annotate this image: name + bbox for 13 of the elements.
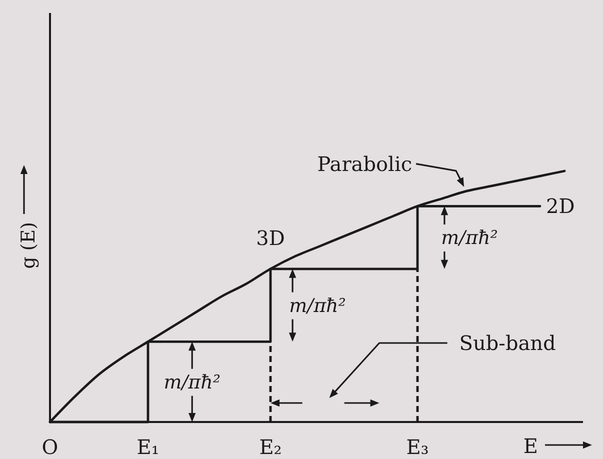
x-tick-label: E₁ (136, 435, 160, 459)
x-tick-label: E₃ (406, 435, 429, 459)
annotation: m/πħ² (289, 294, 346, 317)
annotation: Parabolic (317, 152, 412, 176)
x-axis-title: E (523, 434, 538, 458)
annotation: m/πħ² (441, 227, 498, 250)
annotation: m/πħ² (164, 371, 220, 394)
y-axis-title: g (E) (18, 222, 40, 269)
annotation: Sub-band (459, 331, 556, 355)
x-tick-label: E₂ (259, 435, 282, 459)
series-label: 2D (546, 194, 575, 218)
series-label: 3D (256, 226, 285, 250)
x-tick-label: O (42, 435, 58, 459)
